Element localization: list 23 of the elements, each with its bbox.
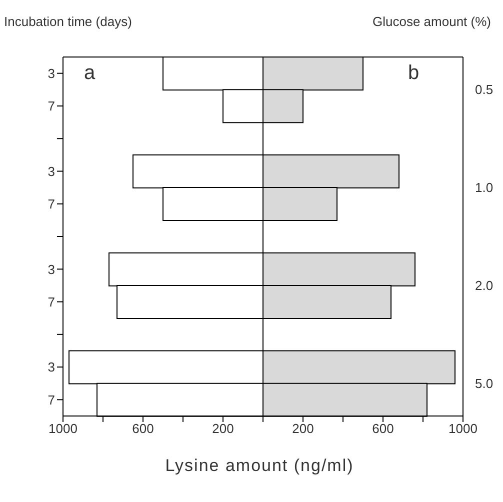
x-tick-label: 1000 xyxy=(448,421,478,436)
annotation: a xyxy=(84,62,96,85)
y-tick-label: 3 xyxy=(48,360,55,375)
y-tick-label: 7 xyxy=(48,98,55,114)
y-tick-label: 7 xyxy=(48,196,55,212)
x-tick-label: 200 xyxy=(212,421,234,436)
y2-tick-label: 1.0 xyxy=(475,180,494,196)
x-tick-label: 200 xyxy=(292,421,314,436)
y2-axis-title: Glucose amount (%) xyxy=(372,14,491,29)
x-axis-title: Lysine amount (ng/ml) xyxy=(164,456,355,476)
x-tick-label: 1000 xyxy=(48,421,78,436)
y-tick-label: 7 xyxy=(48,392,55,408)
y-tick-label: 3 xyxy=(48,262,55,277)
y2-tick-label: 5.0 xyxy=(475,376,494,391)
y-tick-label: 3 xyxy=(48,164,55,179)
y2-tick-label: 2.0 xyxy=(475,278,494,294)
y-axis-title: Incubation time (days) xyxy=(4,14,132,29)
x-tick-label: 600 xyxy=(372,421,394,436)
y-tick-label: 3 xyxy=(48,66,55,81)
y2-tick-label: 0.5 xyxy=(475,82,494,98)
x-tick-label: 600 xyxy=(132,421,154,436)
annotation: b xyxy=(408,62,420,85)
y-tick-label: 7 xyxy=(48,294,55,310)
